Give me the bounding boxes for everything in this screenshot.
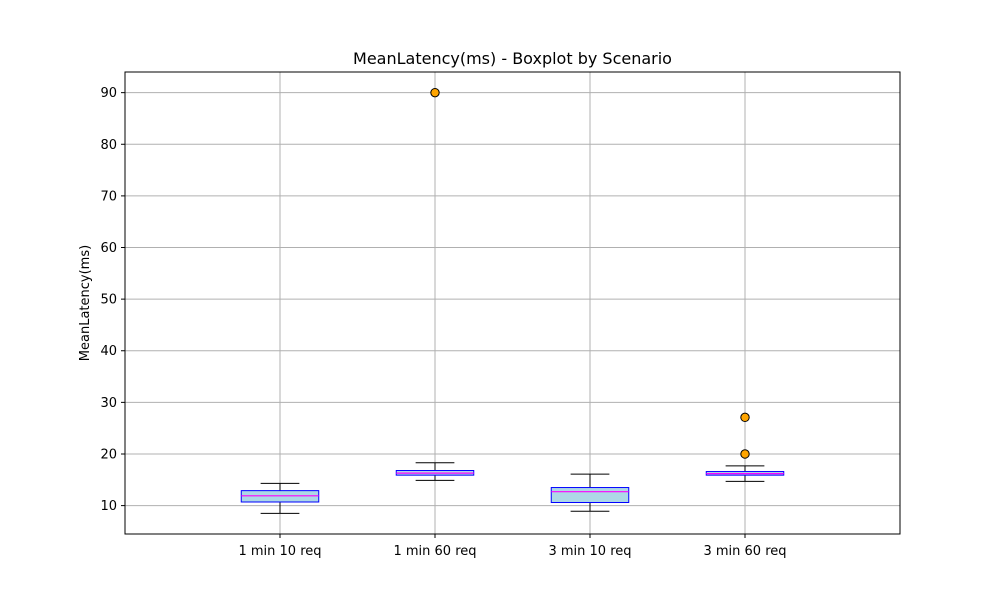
y-tick-label: 30 xyxy=(100,396,117,411)
y-tick-label: 70 xyxy=(100,189,117,204)
y-tick-label: 20 xyxy=(100,447,117,462)
box-group-4 xyxy=(705,412,785,482)
chart-title: MeanLatency(ms) - Boxplot by Scenario xyxy=(353,49,672,68)
x-tick-label: 1 min 60 req xyxy=(393,544,476,559)
grid-layer xyxy=(125,72,900,534)
y-tick-label: 10 xyxy=(100,499,117,514)
x-axis: 1 min 10 req 1 min 60 req 3 min 10 req 3 mi… xyxy=(238,534,787,559)
x-tick-label: 3 min 10 req xyxy=(548,544,631,559)
x-tick-label: 3 min 60 req xyxy=(703,544,786,559)
y-tick-label: 50 xyxy=(100,293,117,308)
y-axis-label: MeanLatency(ms) xyxy=(78,245,93,361)
box-group-3 xyxy=(550,473,630,512)
iqr-box xyxy=(550,487,630,504)
y-tick-label: 60 xyxy=(100,241,117,256)
y-tick-label: 40 xyxy=(100,344,117,359)
y-tick-label: 80 xyxy=(100,138,117,153)
x-tick-label: 1 min 10 req xyxy=(238,544,321,559)
outlier-point xyxy=(740,449,750,459)
plot-frame xyxy=(124,71,901,535)
outlier-point xyxy=(430,87,440,98)
box-group-1 xyxy=(240,482,320,514)
outlier-point xyxy=(740,412,750,423)
y-tick-label: 90 xyxy=(100,86,117,101)
marks-layer xyxy=(240,87,785,514)
y-axis: 10 20 30 40 50 60 70 80 90 xyxy=(100,86,125,514)
box-group-2 xyxy=(395,87,475,481)
